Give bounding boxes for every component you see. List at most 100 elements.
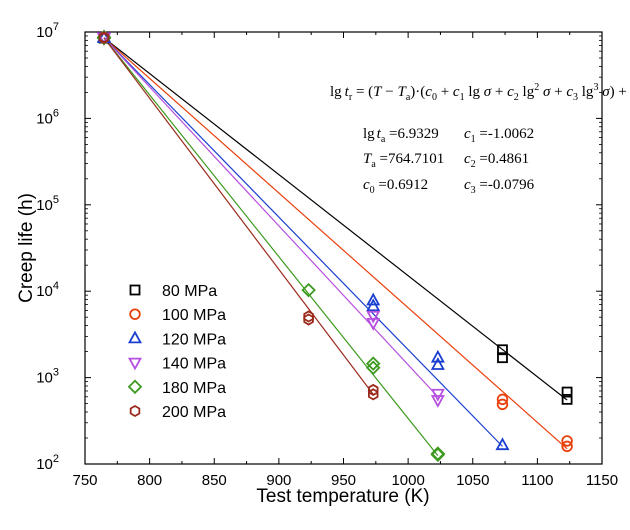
fit-line <box>103 37 439 398</box>
parameter-value: c3 =-0.0796 <box>464 177 535 196</box>
data-point <box>561 435 573 447</box>
data-point <box>561 440 573 453</box>
fit-line <box>103 37 439 457</box>
eq-lhs-lg: lg <box>330 84 342 100</box>
legend-marker <box>127 330 143 344</box>
x-tick-label: 800 <box>137 472 162 489</box>
parameter-value: c2 =0.4861 <box>464 151 529 170</box>
eq-rhs-T: T <box>373 84 383 100</box>
data-point <box>561 393 573 405</box>
x-tick-label: 900 <box>266 472 291 489</box>
legend-marker <box>129 308 141 320</box>
eq-rhs-lg3: lg <box>578 84 594 100</box>
data-point <box>365 360 381 376</box>
eq-rhs-c: ) + lg <box>610 84 630 100</box>
data-point <box>496 393 509 406</box>
data-point <box>495 437 510 451</box>
data-point <box>303 313 314 326</box>
x-tick-label: 1000 <box>391 472 424 489</box>
data-point <box>497 344 508 356</box>
eq-rhs-cube: 3 <box>593 82 598 93</box>
eq-rhs-a: = ( <box>352 84 373 100</box>
eq-rhs-sigma3: σ <box>598 84 610 100</box>
data-point <box>98 31 110 44</box>
parameter-value: c0 =0.6912 <box>363 177 428 196</box>
eq-rhs-lg2: lg <box>519 84 535 100</box>
data-point <box>303 310 314 323</box>
legend-label: 80 MPa <box>162 283 217 300</box>
data-point <box>430 349 445 363</box>
eq-rhs-minus: − <box>382 84 398 100</box>
fit-parameters: lg ta =6.9329 c1 =-1.0062 Ta =764.7101 c2 =0… <box>363 126 535 196</box>
data-point <box>561 386 573 398</box>
y-tick-label: 102 <box>36 453 59 473</box>
x-tick-label: 1050 <box>456 472 489 489</box>
y-tick-label: 106 <box>36 107 59 127</box>
y-tick-label: 103 <box>36 367 59 387</box>
x-tick-label: 750 <box>72 472 97 489</box>
legend-label: 120 MPa <box>162 331 226 348</box>
eq-rhs-c1: c <box>453 84 460 100</box>
parameter-value: Ta =764.7101 <box>363 151 444 170</box>
fit-line <box>103 37 503 447</box>
data-point <box>365 356 381 371</box>
legend-marker <box>127 357 143 371</box>
legend-marker <box>129 284 141 296</box>
data-point <box>366 310 381 324</box>
parameter-value: c1 =-1.0062 <box>464 126 534 145</box>
eq-rhs-plus2: + <box>491 84 507 100</box>
y-tick-labels: 102 103 104 105 106 107 <box>36 21 59 473</box>
eq-rhs-c0: c <box>425 84 432 100</box>
y-tick-label: 104 <box>36 280 59 300</box>
x-tick-label: 1150 <box>586 472 618 489</box>
eq-lhs-sub: r <box>349 92 353 103</box>
data-point <box>430 357 445 370</box>
eq-rhs-sq: 2 <box>534 82 539 93</box>
eq-lhs-var: t <box>345 84 350 100</box>
parameter-value: lg ta =6.9329 <box>363 126 439 145</box>
data-point <box>366 317 381 331</box>
eq-rhs-c3: c <box>566 84 573 100</box>
fit-line <box>103 37 568 401</box>
data-point <box>497 352 508 364</box>
eq-rhs-Ta-sub: a <box>406 92 411 103</box>
eq-rhs-plus1: + <box>437 84 453 100</box>
eq-rhs-sigma2: σ <box>539 84 551 100</box>
x-tick-labels: 750 800 850 900 950 1000 1050 1100 1150 <box>72 472 618 489</box>
eq-rhs-c2: c <box>507 84 514 100</box>
legend-label: 140 MPa <box>162 356 226 373</box>
legend-marker <box>127 379 143 395</box>
eq-rhs-Ta: T <box>397 84 407 100</box>
eq-rhs-c0-sub: 0 <box>432 92 437 103</box>
data-point <box>430 395 445 408</box>
data-point <box>366 298 381 312</box>
legend-label: 100 MPa <box>162 307 226 324</box>
x-tick-label: 1100 <box>521 472 553 489</box>
legend: 80 MPa 100 MPa 120 MPa 140 MPa 180 MPa 200 MP… <box>127 283 226 421</box>
y-axis-title: Creep life (h) <box>16 193 37 303</box>
eq-rhs-c3-sub: 3 <box>573 92 578 103</box>
data-point <box>496 398 509 411</box>
eq-rhs-c2-sub: 2 <box>514 92 519 103</box>
eq-rhs-lg1: lg <box>465 84 484 100</box>
legend-label: 200 MPa <box>162 404 226 421</box>
data-point <box>367 383 379 396</box>
data-point <box>301 282 316 298</box>
legend-marker <box>129 404 141 418</box>
equation-annotation: lg tr = (T − Ta)·(c0 + c1 lg σ + c2 lg2 σ… <box>330 82 630 103</box>
fit-line <box>103 37 374 395</box>
fit-lines <box>103 37 568 457</box>
eq-rhs-c1-sub: 1 <box>460 92 465 103</box>
x-axis-title: Test temperature (K) <box>256 486 429 507</box>
fit-line <box>103 37 568 450</box>
eq-rhs-sigma1: σ <box>484 84 492 100</box>
y-tick-label: 107 <box>36 21 59 41</box>
x-tick-label: 850 <box>202 472 227 489</box>
y-tick-label: 105 <box>36 194 59 214</box>
data-point <box>366 292 381 306</box>
data-point <box>430 447 446 463</box>
eq-rhs-b: )·( <box>410 84 425 100</box>
data-point <box>430 388 445 402</box>
data-markers <box>96 29 573 463</box>
